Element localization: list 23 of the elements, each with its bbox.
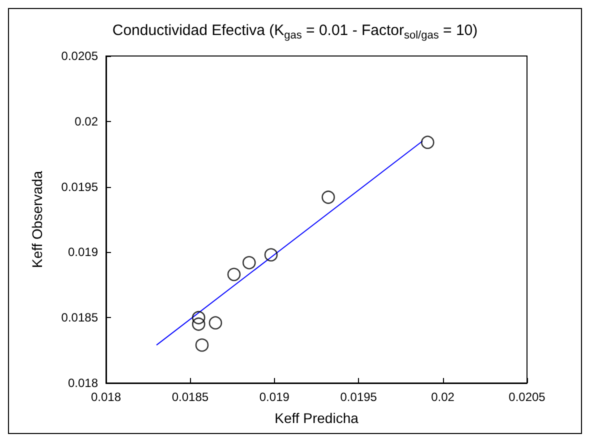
point [208,316,222,330]
x-tick-label: 0.018 [90,390,122,404]
x-tick-label: 0.02 [431,390,455,404]
point [421,136,434,149]
point [322,190,335,204]
point [264,248,278,262]
y-axis-title: Keff Observada [29,170,45,268]
x-tick-label: 0.019 [259,390,290,404]
point [192,310,206,324]
x-tick-label: 0.0185 [172,390,209,404]
point [227,268,241,282]
y-tick-label: 0.0185 [61,310,98,325]
point [195,338,209,352]
y-tick-label: 0.018 [68,376,98,390]
y-tick-label: 0.02 [74,114,98,128]
x-axis-title: Keff Predicha [274,410,359,426]
y-tick-label: 0.0195 [61,180,98,194]
x-tick-label: 0.0205 [508,390,546,404]
point [192,317,206,331]
y-tick-label: 0.0205 [61,49,98,63]
y-tick-label: 0.019 [68,245,98,260]
x-tick-label: 0.0195 [340,390,378,404]
point [242,256,256,270]
